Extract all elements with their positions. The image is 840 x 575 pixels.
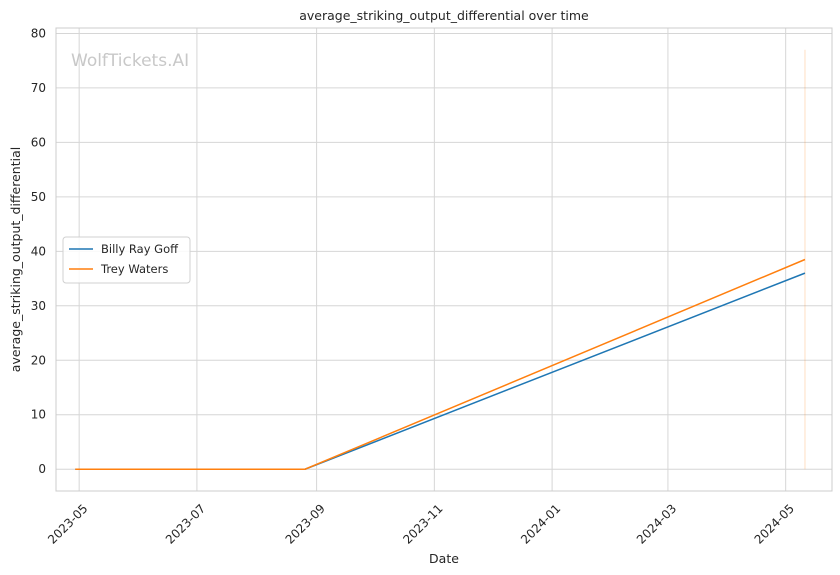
legend: Billy Ray Goff Trey Waters — [62, 236, 191, 284]
chart-title: average_striking_output_differential ove… — [299, 8, 589, 23]
y-axis-label: average_striking_output_differential — [8, 147, 23, 372]
x-tick-label: 2024-03 — [634, 501, 679, 546]
y-tick-label: 30 — [31, 299, 46, 313]
series-line-1 — [75, 258, 806, 470]
x-tick-label: 2023-11 — [400, 501, 445, 546]
x-axis-ticks: 2023-05 2023-07 2023-09 2023-11 2024-01 2024-… — [45, 501, 797, 546]
x-tick-label: 2023-05 — [45, 501, 90, 546]
series-lines — [75, 49, 806, 470]
y-tick-label: 0 — [38, 462, 46, 476]
x-tick-label: 2023-07 — [163, 501, 208, 546]
y-tick-label: 20 — [31, 353, 46, 367]
legend-box — [62, 236, 191, 284]
series-line-0 — [75, 272, 806, 470]
y-axis-ticks: 0 10 20 30 40 50 60 70 80 — [31, 26, 46, 476]
x-tick-label: 2024-01 — [518, 501, 563, 546]
y-tick-label: 40 — [31, 244, 46, 258]
legend-label: Trey Waters — [100, 262, 168, 276]
x-axis-label: Date — [429, 551, 459, 566]
grid — [56, 28, 832, 491]
x-tick-label: 2024-05 — [752, 501, 797, 546]
y-tick-label: 70 — [31, 81, 46, 95]
watermark: WolfTickets.AI — [71, 51, 189, 71]
y-tick-label: 80 — [31, 26, 46, 40]
y-tick-label: 60 — [31, 135, 46, 149]
plot-frame — [55, 27, 833, 492]
x-tick-label: 2023-09 — [283, 501, 328, 546]
y-tick-label: 50 — [31, 190, 46, 204]
legend-label: Billy Ray Goff — [101, 242, 179, 256]
y-tick-label: 10 — [31, 408, 46, 422]
